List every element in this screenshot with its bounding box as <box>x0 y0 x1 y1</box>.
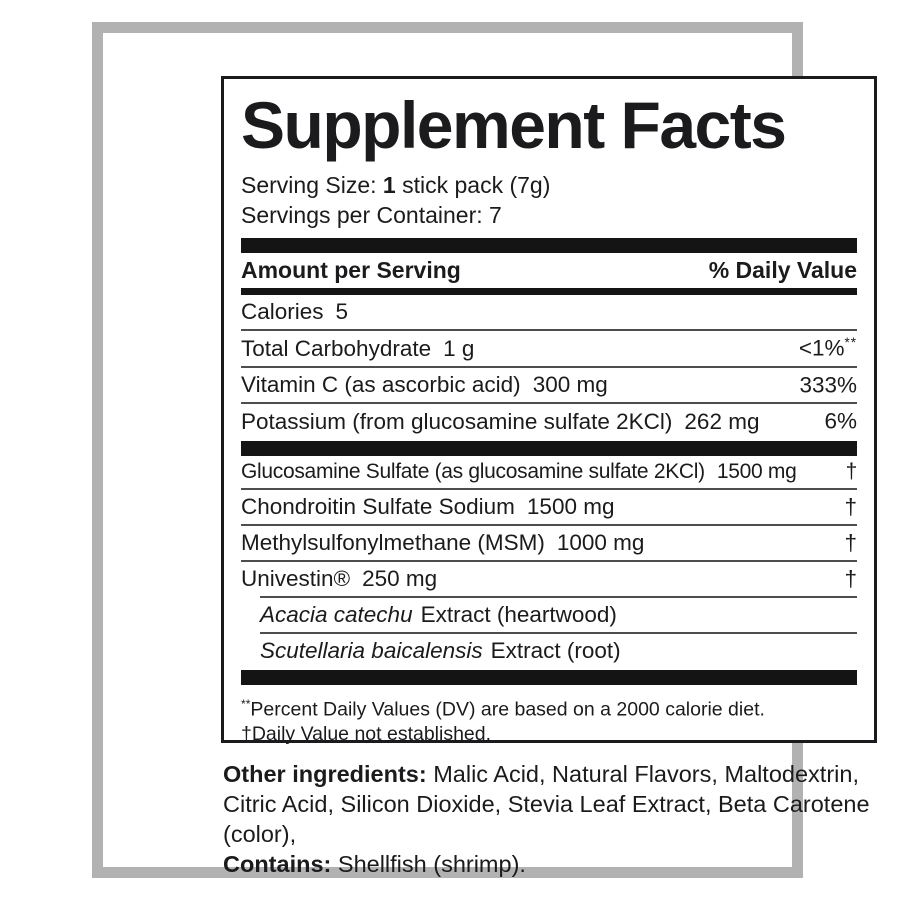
other-ingredients-paragraph: Other ingredients: Malic Acid, Natural F… <box>223 759 899 849</box>
ingredient-name-amount: Univestin® 250 mg <box>241 566 437 592</box>
dagger-footnote-line: †Daily Value not established. <box>241 723 492 745</box>
nutrients-section: Calories 5 Total Carbohydrate 1 g <1%** Vi… <box>241 295 857 439</box>
ingredient-amount: 1500 mg <box>716 459 797 483</box>
nutrient-amount: 5 <box>335 299 349 324</box>
nutrient-name-amount: Potassium (from glucosamine sulfate 2KCl… <box>241 409 759 435</box>
serving-size-rest: stick pack (7g) <box>402 172 551 198</box>
ingredient-row-glucosamine: Glucosamine Sulfate (as glucosamine sulf… <box>241 456 857 488</box>
nutrient-name: Potassium (from glucosamine sulfate 2KCl… <box>241 408 673 434</box>
active-ingredients-section: Glucosamine Sulfate (as glucosamine sulf… <box>241 456 857 668</box>
ingredient-dv: † <box>845 459 858 483</box>
botanical-name: Acacia catechu Extract (heartwood) <box>260 602 617 628</box>
botanical-part: Extract (heartwood) <box>420 601 617 627</box>
divider-thick-2 <box>241 440 857 456</box>
ingredient-name: Glucosamine Sulfate (as glucosamine sulf… <box>241 459 705 483</box>
other-ingredients-block: Other ingredients: Malic Acid, Natural F… <box>223 759 899 879</box>
nutrient-name: Vitamin C (as ascorbic acid) <box>241 372 521 397</box>
nutrient-name-amount: Calories 5 <box>241 299 348 325</box>
amount-per-serving-header: Amount per Serving <box>241 257 461 283</box>
footnotes: **Percent Daily Values (DV) are based on… <box>241 685 857 748</box>
nutrient-dv: 6% <box>824 408 857 435</box>
nutrient-row-potassium: Potassium (from glucosamine sulfate 2KCl… <box>241 402 857 439</box>
supplement-facts-panel: Supplement Facts Serving Size: 1 stick p… <box>221 76 877 745</box>
ingredient-amount: 1000 mg <box>556 529 645 555</box>
other-ingredients-label: Other ingredients: <box>223 761 427 787</box>
nutrient-name: Total Carbohydrate <box>241 335 432 361</box>
contains-text: Shellfish (shrimp). <box>331 851 526 877</box>
nutrient-name-amount: Total Carbohydrate 1 g <box>241 336 474 362</box>
nutrient-amount: 1 g <box>443 335 475 361</box>
botanical-name: Scutellaria baicalensis Extract (root) <box>260 638 621 664</box>
ingredient-name-amount: Glucosamine Sulfate (as glucosamine sulf… <box>241 460 797 484</box>
botanical-row-acacia: Acacia catechu Extract (heartwood) <box>260 595 857 632</box>
serving-info: Serving Size: 1 stick pack (7g) Servings… <box>241 170 857 230</box>
botanical-row-scutellaria: Scutellaria baicalensis Extract (root) <box>260 631 857 668</box>
ingredient-dv: † <box>844 493 857 519</box>
ingredient-name: Methylsulfonylmethane (MSM) <box>241 529 545 555</box>
dv-value: 333% <box>799 372 857 397</box>
nutrient-name-amount: Vitamin C (as ascorbic acid) 300 mg <box>241 372 608 398</box>
column-header-row: Amount per Serving % Daily Value <box>241 253 857 288</box>
botanical-latin-name: Scutellaria baicalensis <box>260 637 483 663</box>
ingredient-name-amount: Chondroitin Sulfate Sodium 1500 mg <box>241 494 614 520</box>
ingredient-amount: 250 mg <box>362 565 438 591</box>
ingredient-name: Univestin® <box>241 565 351 591</box>
nutrient-row-calories: Calories 5 <box>241 295 857 329</box>
dv-value: 6% <box>824 408 857 434</box>
panel-title: Supplement Facts <box>241 88 787 162</box>
nutrient-amount: 300 mg <box>532 372 608 397</box>
ingredient-dv: † <box>844 529 857 555</box>
nutrient-row-vitamin-c: Vitamin C (as ascorbic acid) 300 mg 333% <box>241 365 857 403</box>
ingredient-dv: † <box>844 565 857 591</box>
ingredient-name: Chondroitin Sulfate Sodium <box>241 493 515 519</box>
dv-footnote-mark: ** <box>844 335 857 350</box>
ingredient-name-amount: Methylsulfonylmethane (MSM) 1000 mg <box>241 530 644 556</box>
nutrient-dv: 333% <box>799 372 857 399</box>
serving-size-qty: 1 <box>382 172 396 198</box>
dv-footnote-line: **Percent Daily Values (DV) are based on… <box>241 692 857 723</box>
divider-thick-1 <box>241 238 857 253</box>
ingredient-row-chondroitin: Chondroitin Sulfate Sodium 1500 mg † <box>241 487 857 524</box>
dv-value: <1% <box>798 335 845 361</box>
nutrient-name: Calories <box>241 299 324 324</box>
divider-medium <box>241 288 857 295</box>
divider-thick-3 <box>241 669 857 685</box>
dv-footnote-text: Percent Daily Values (DV) are based on a… <box>250 698 765 720</box>
contains-line: Contains: Shellfish (shrimp). <box>223 849 899 879</box>
other-ingredients-text: Malic Acid, Natural Flavors, Maltodextri… <box>223 761 870 847</box>
botanical-latin-name: Acacia catechu <box>260 601 413 627</box>
serving-size-line: Serving Size: 1 stick pack (7g) <box>241 170 857 200</box>
ingredient-amount: 1500 mg <box>526 493 615 519</box>
botanical-part: Extract (root) <box>490 637 621 663</box>
serving-size-label: Serving Size: <box>241 172 377 198</box>
nutrient-row-carbohydrate: Total Carbohydrate 1 g <1%** <box>241 329 857 366</box>
daily-value-header: % Daily Value <box>708 257 857 283</box>
label-outer-frame: Supplement Facts Serving Size: 1 stick p… <box>92 22 877 878</box>
nutrient-amount: 262 mg <box>684 408 760 434</box>
ingredient-row-msm: Methylsulfonylmethane (MSM) 1000 mg † <box>241 523 857 560</box>
servings-per-container-line: Servings per Container: 7 <box>241 202 502 228</box>
dv-footnote-asterisks: ** <box>241 696 251 711</box>
nutrient-dv: <1%** <box>799 335 857 362</box>
ingredient-row-univestin: Univestin® 250 mg † <box>241 559 857 596</box>
contains-label: Contains: <box>223 851 332 877</box>
